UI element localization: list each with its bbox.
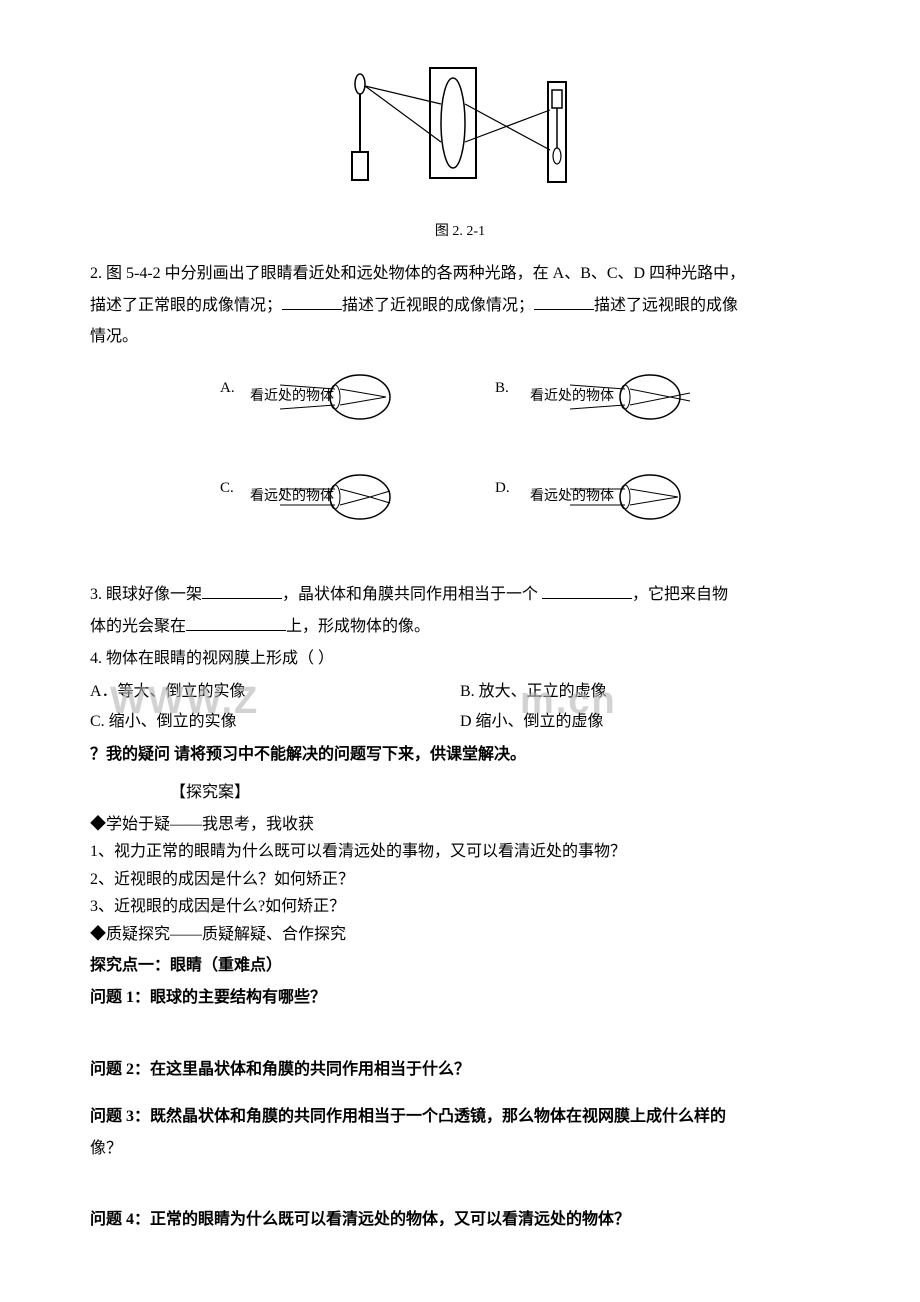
p1: 问题 1：眼球的主要结构有哪些？ <box>90 989 326 1006</box>
q2-l2b: 描述了近视眼的成像情况； <box>342 297 534 314</box>
q2-line3: 情况。 <box>90 324 830 350</box>
spacer <box>90 1167 830 1207</box>
explore-p2: 问题 2：在这里晶状体和角膜的共同作用相当于什么？ <box>90 1057 830 1083</box>
q2-line2: 描述了正常眼的成像情况； 描述了近视眼的成像情况； 描述了远视眼的成像 <box>90 293 830 319</box>
explore-p3b: 像？ <box>90 1136 830 1162</box>
spacer <box>90 1088 830 1104</box>
q2-l2c: 描述了远视眼的成像 <box>594 297 738 314</box>
p2: 问题 2：在这里晶状体和角膜的共同作用相当于什么？ <box>90 1061 470 1078</box>
blank <box>534 294 594 310</box>
q4-choices: A．等大、倒立的实像 B. 放大、正立的虚像 C. 缩小、倒立的实像 D 缩小、… <box>90 677 830 736</box>
blank <box>186 615 286 631</box>
explore-lead1: ◆学始于疑——我思考，我收获 <box>90 812 830 838</box>
q4-D: D 缩小、倒立的虚像 <box>460 707 830 737</box>
pt1-label: 探究点一：眼睛（重难点） <box>90 957 282 974</box>
q2-l2a: 描述了正常眼的成像情况； <box>90 297 282 314</box>
q3-mid2: ，它把来自物 <box>632 586 728 603</box>
label-A: A. <box>220 380 235 396</box>
explore-p3: 问题 3：既然晶状体和角膜的共同作用相当于一个凸透镜，那么物体在视网膜上成什么样… <box>90 1104 830 1130</box>
q4-A: A．等大、倒立的实像 <box>90 677 460 707</box>
label-C: C. <box>220 480 234 496</box>
q3-mid1: ，晶状体和角膜共同作用相当于一个 <box>282 586 542 603</box>
label-near-B: 看近处的物体 <box>530 388 614 404</box>
explore-pt1: 探究点一：眼睛（重难点） <box>90 953 830 979</box>
blank <box>202 583 282 599</box>
spacer <box>90 1017 830 1057</box>
blank <box>282 294 342 310</box>
q3-pre: 3. 眼球好像一架 <box>90 586 202 603</box>
explore-l3: 3、近视眼的成因是什么?如何矫正？ <box>90 894 830 920</box>
explore-l2: 2、近视眼的成因是什么？如何矫正？ <box>90 867 830 893</box>
q2-line1: 2. 图 5-4-2 中分别画出了眼睛看近处和远处物体的各两种光路，在 A、B、… <box>90 261 830 287</box>
q3-l2a: 体的光会聚在 <box>90 618 186 635</box>
explore-title: 【探究案】 <box>170 780 830 806</box>
label-far-D: 看远处的物体 <box>530 488 614 504</box>
eye-diagrams: A. 看近处的物体 B. 看近处的物体 C. 看远处的物体 <box>160 362 760 562</box>
my-question: ？我的疑问 请将预习中不能解决的问题写下来，供课堂解决。 <box>90 742 830 768</box>
q4-C: C. 缩小、倒立的实像 <box>90 707 460 737</box>
q4-B: B. 放大、正立的虚像 <box>460 677 830 707</box>
candle-lens-diagram <box>330 60 590 200</box>
q3-line2: 体的光会聚在 上，形成物体的像。 <box>90 614 830 640</box>
explore-p1: 问题 1：眼球的主要结构有哪些？ <box>90 985 830 1011</box>
figure-1 <box>90 60 830 209</box>
label-D: D. <box>495 480 510 496</box>
p3: 问题 3：既然晶状体和角膜的共同作用相当于一个凸透镜，那么物体在视网膜上成什么样… <box>90 1108 726 1125</box>
q3-line1: 3. 眼球好像一架 ，晶状体和角膜共同作用相当于一个 ，它把来自物 <box>90 582 830 608</box>
figure-2: A. 看近处的物体 B. 看近处的物体 C. 看远处的物体 <box>90 362 830 571</box>
label-B: B. <box>495 380 509 396</box>
explore-p4: 问题 4：正常的眼睛为什么既可以看清远处的物体，又可以看清远处的物体？ <box>90 1207 830 1233</box>
figure-1-caption: 图 2. 2-1 <box>90 221 830 243</box>
label-near-A: 看近处的物体 <box>250 388 334 404</box>
q4-choices-wrap: WWW.Z m.cn A．等大、倒立的实像 B. 放大、正立的虚像 C. 缩小、… <box>90 677 830 736</box>
blank <box>542 583 632 599</box>
explore-l1: 1、视力正常的眼睛为什么既可以看清远处的事物，又可以看清近处的事物？ <box>90 839 830 865</box>
q4-stem: 4. 物体在眼睛的视网膜上形成（ ） <box>90 646 830 672</box>
label-far-C: 看远处的物体 <box>250 488 334 504</box>
q3-l2b: 上，形成物体的像。 <box>286 618 430 635</box>
explore-lead2: ◆质疑探究——质疑解疑、合作探究 <box>90 922 830 948</box>
p4: 问题 4：正常的眼睛为什么既可以看清远处的物体，又可以看清远处的物体？ <box>90 1211 630 1228</box>
